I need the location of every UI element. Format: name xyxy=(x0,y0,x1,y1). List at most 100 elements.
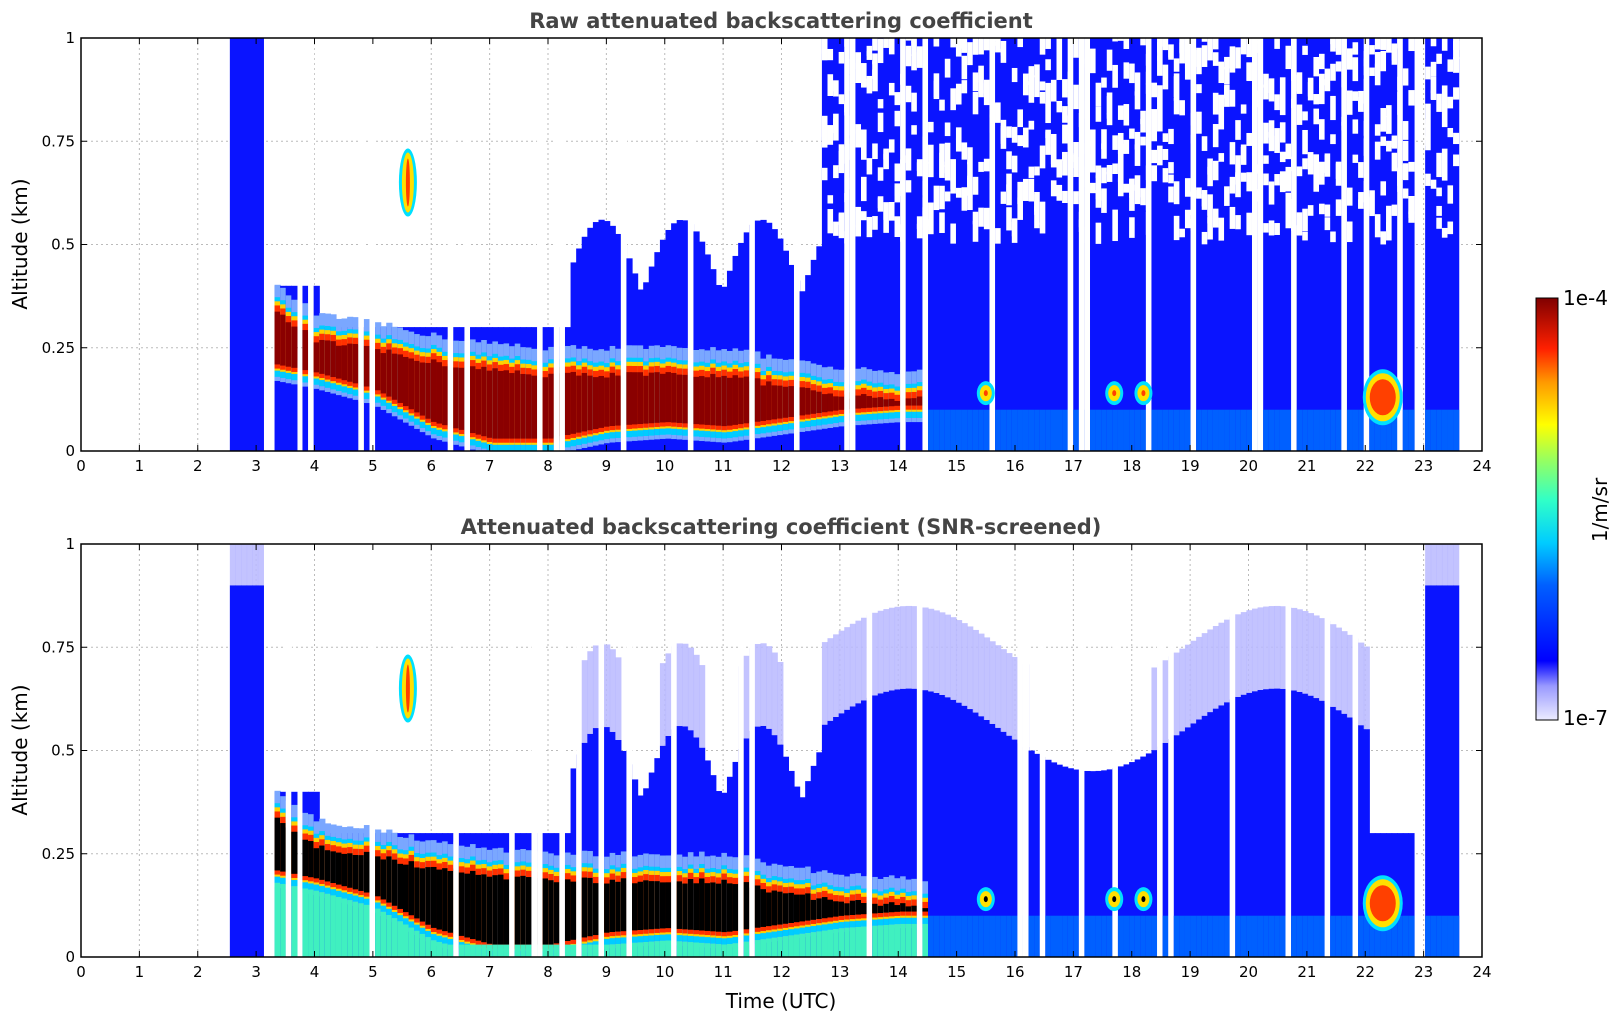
x-tick-label: 22 xyxy=(1356,963,1375,981)
cell-surface xyxy=(1129,409,1136,451)
cell-gap xyxy=(1067,38,1074,451)
cell-gap xyxy=(1168,162,1175,174)
cell-surface xyxy=(604,944,611,957)
cell-noise xyxy=(1140,756,1147,957)
cell-layer-core xyxy=(319,845,326,880)
cell-noise xyxy=(1246,38,1253,451)
cell-gap xyxy=(1184,178,1192,197)
cell-noise xyxy=(1011,739,1019,957)
cell-gap xyxy=(1224,56,1231,70)
cell-noise xyxy=(1095,770,1102,957)
cell-surface xyxy=(810,932,817,957)
cell-gap xyxy=(1218,217,1225,241)
cell-gap xyxy=(1436,53,1443,64)
cell-noise xyxy=(939,694,946,957)
cell-gap xyxy=(1090,129,1097,147)
cell-noise xyxy=(1291,690,1298,957)
cell-gap xyxy=(369,544,376,957)
cell-gap xyxy=(509,544,516,957)
cell-noise xyxy=(827,720,834,957)
cell-noise xyxy=(1117,38,1125,451)
cell-noise xyxy=(587,227,594,451)
cell-noise-faint xyxy=(1330,624,1337,707)
cell-surface xyxy=(592,944,600,957)
cell-gap xyxy=(1229,206,1236,229)
cell-gap xyxy=(1129,128,1136,139)
cell-noise xyxy=(1050,762,1058,957)
cell-noise-faint xyxy=(995,645,1002,728)
cell-surface xyxy=(1263,409,1270,451)
cell-gap xyxy=(1380,38,1387,50)
cell-surface xyxy=(380,911,387,957)
cell-gap xyxy=(1430,179,1437,189)
cell-gap xyxy=(978,69,985,94)
cell-noise xyxy=(872,38,879,451)
cell-noise xyxy=(1090,38,1097,451)
cell-gap xyxy=(1441,227,1449,238)
cell-noise-faint xyxy=(699,665,706,748)
cell-gap xyxy=(1112,64,1119,88)
cell-gap xyxy=(1279,91,1287,101)
cell-surface xyxy=(481,944,488,957)
cell-gap xyxy=(559,38,566,451)
cell-layer-core xyxy=(436,869,443,930)
cell-gap xyxy=(983,207,991,230)
cell-gap xyxy=(1062,151,1069,176)
cell-gap xyxy=(1263,223,1270,233)
cell-surface xyxy=(470,944,477,957)
cell-noise xyxy=(1263,689,1270,957)
cell-noise xyxy=(1307,695,1315,957)
cell-surface xyxy=(1246,915,1253,957)
cell-noise xyxy=(1034,38,1041,451)
cell-noise xyxy=(1050,38,1058,451)
cell-gap xyxy=(1279,122,1287,143)
cell-gap xyxy=(1313,154,1320,167)
cell-layer-core xyxy=(626,372,633,425)
cell-surface xyxy=(1201,409,1208,451)
cell-gap xyxy=(900,38,907,451)
cell-surface xyxy=(726,944,734,957)
cell-surface xyxy=(1017,409,1024,451)
cell-surface xyxy=(911,923,918,957)
cell-layer-core xyxy=(771,890,778,926)
cell-gap xyxy=(916,52,924,68)
cell-gap xyxy=(961,55,968,80)
cell-layer-core xyxy=(442,366,449,426)
cell-noise xyxy=(760,219,767,451)
cell-surface xyxy=(1039,409,1046,451)
cell-gap xyxy=(559,544,566,957)
cell-noise-faint xyxy=(1341,631,1348,714)
cell-gap xyxy=(961,187,968,211)
cell-noise xyxy=(777,238,784,451)
cell-surface xyxy=(844,927,851,957)
cell-layer-core xyxy=(548,880,555,945)
cell-gap xyxy=(1207,38,1214,61)
cell-layer-core xyxy=(542,878,549,945)
cell-noise xyxy=(1346,38,1354,451)
cell-gap xyxy=(928,121,935,133)
cell-noise xyxy=(1341,713,1348,957)
cell-surface xyxy=(525,944,533,957)
y-ticks-raw: 0 0.25 0.5 0.75 1 xyxy=(42,29,1482,460)
x-tick-label: 14 xyxy=(889,457,908,475)
cell-gap xyxy=(1319,85,1326,105)
cell-gap xyxy=(1095,82,1102,107)
cell-surface xyxy=(955,915,963,957)
cell-noise xyxy=(1095,38,1102,451)
cell-noise xyxy=(1436,38,1443,451)
cell-surface xyxy=(643,942,650,957)
cell-layer-core xyxy=(788,892,795,923)
cell-surface xyxy=(838,928,845,957)
cell-gap xyxy=(972,72,979,92)
cell-gap xyxy=(950,88,957,111)
cell-gap xyxy=(1062,106,1069,123)
cell-noise xyxy=(1000,731,1007,957)
cell-gap xyxy=(369,38,376,451)
cell-layer-core xyxy=(844,903,851,916)
cell-gap xyxy=(1106,96,1113,119)
cell-gap xyxy=(1207,217,1214,240)
cell-surface xyxy=(1101,409,1108,451)
cell-surface xyxy=(430,940,438,957)
cell-gap xyxy=(1129,179,1136,198)
cell-surface xyxy=(1095,915,1102,957)
